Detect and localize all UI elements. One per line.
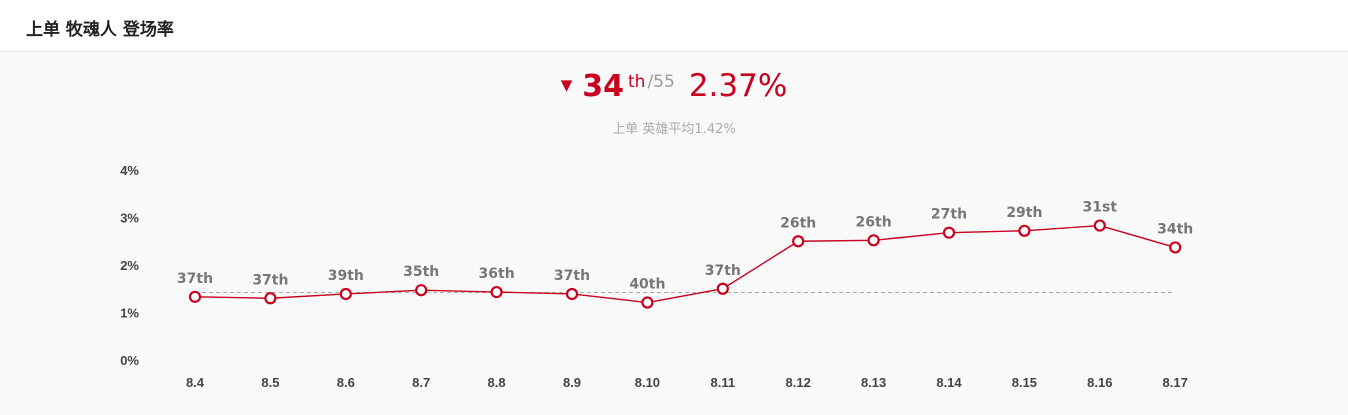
data-point (415, 284, 428, 297)
data-point (867, 234, 880, 247)
data-point (641, 296, 654, 309)
data-point (490, 285, 503, 299)
x-tick-label: 8.14 (936, 375, 962, 390)
data-label: 29th (1006, 205, 1042, 221)
data-label: 37th (554, 268, 590, 284)
data-label: 36th (479, 266, 515, 282)
data-label: 34th (1157, 221, 1193, 237)
x-tick-label: 8.9 (563, 375, 581, 390)
x-tick-label: 8.11 (711, 375, 736, 390)
data-label: 37th (705, 263, 741, 279)
rank-total: /55 (647, 72, 675, 92)
data-point (1169, 241, 1182, 254)
data-label: 27th (931, 207, 967, 223)
y-tick-label: 0% (120, 353, 139, 368)
panel-title: 上单 牧魂人 登场率 (26, 20, 174, 40)
data-point (264, 292, 277, 305)
triangle-down-icon: ▼ (560, 76, 573, 94)
y-tick-label: 2% (120, 258, 139, 273)
data-point (792, 235, 805, 248)
x-tick-label: 8.7 (412, 375, 430, 390)
x-tick-label: 8.10 (635, 375, 660, 390)
x-tick-label: 8.12 (786, 375, 811, 390)
panel-header: 上单 牧魂人 登场率 (0, 0, 1348, 52)
data-label: 39th (328, 268, 364, 284)
data-point (942, 226, 956, 239)
rank-suffix: th (628, 72, 646, 92)
data-point (716, 282, 729, 295)
data-label: 37th (252, 272, 288, 288)
x-tick-label: 8.5 (261, 375, 279, 390)
x-tick-label: 8.8 (488, 375, 506, 390)
x-tick-label: 8.4 (186, 375, 205, 390)
data-label: 35th (403, 264, 439, 280)
x-tick-label: 8.13 (861, 375, 886, 390)
data-label: 26th (780, 215, 816, 231)
data-point (1093, 219, 1106, 232)
data-label: 37th (177, 271, 213, 287)
series-line (194, 224, 1176, 304)
y-tick-label: 4% (120, 163, 139, 178)
x-tick-label: 8.6 (337, 375, 355, 390)
data-label: 40th (629, 277, 665, 293)
rank-value: 34 (582, 69, 624, 104)
pick-rate-value: 2.37% (688, 68, 788, 104)
x-tick-label: 8.16 (1087, 375, 1112, 390)
data-point (565, 287, 579, 301)
x-tick-label: 8.15 (1012, 375, 1037, 390)
data-label: 26th (856, 214, 892, 230)
y-tick-label: 3% (120, 211, 139, 226)
data-label: 31st (1083, 200, 1118, 216)
x-tick-label: 8.17 (1163, 375, 1188, 390)
y-tick-label: 1% (120, 306, 139, 321)
data-point (1018, 224, 1031, 237)
data-point (188, 290, 202, 303)
data-point (339, 287, 352, 301)
average-pick-rate: 上单 英雄平均1.42% (612, 122, 736, 137)
